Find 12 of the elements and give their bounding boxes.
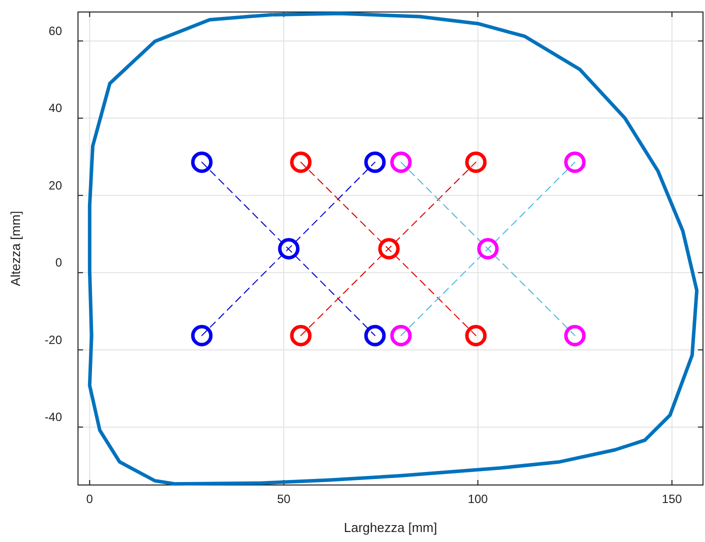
x-axis-title: Larghezza [mm] [344, 520, 438, 535]
y-tick-label: -20 [44, 332, 62, 347]
y-tick-label: 0 [55, 256, 62, 270]
x-tick-label: 0 [86, 492, 94, 506]
y-tick-label: -40 [44, 410, 62, 424]
x-tick-label: 150 [662, 492, 682, 506]
x-tick-label: 50 [277, 492, 291, 506]
y-tick-label: 60 [48, 24, 62, 38]
y-tick-label: 20 [48, 178, 62, 192]
x-tick-label: 100 [468, 492, 488, 506]
y-tick-label: 40 [48, 101, 62, 116]
y-axis-title: Altezza [mm] [8, 210, 23, 286]
